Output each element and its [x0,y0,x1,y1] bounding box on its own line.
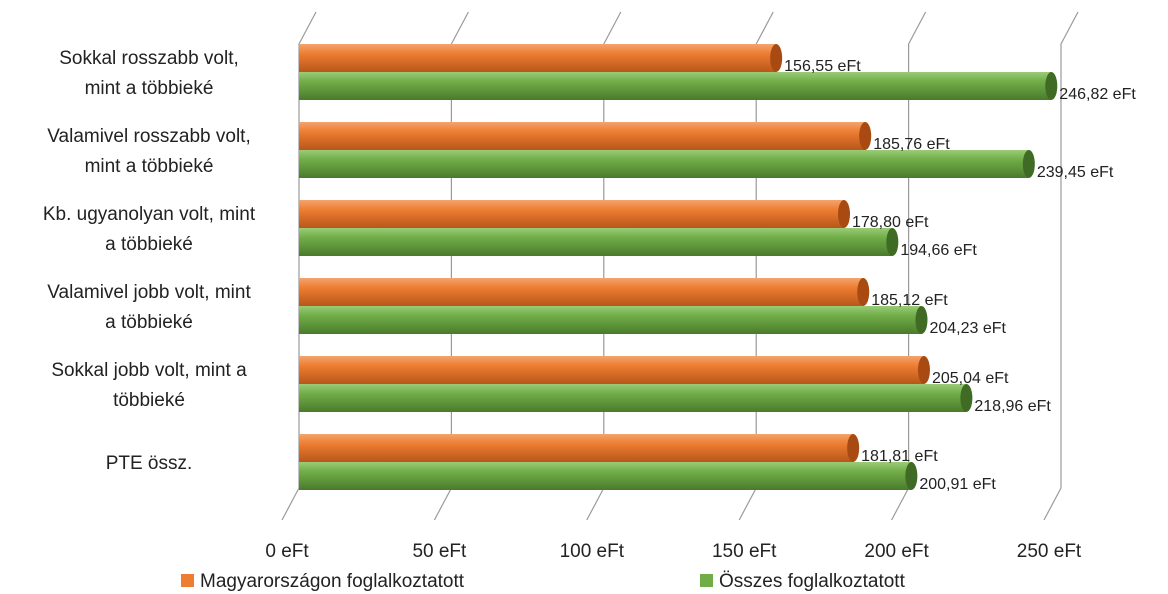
data-label: 181,81 eFt [861,448,938,465]
bar-end-cap [960,384,973,412]
bar-orange [299,44,777,72]
legend-swatch [700,574,713,587]
bar-green [299,150,1029,178]
x-tick-label: 100 eFt [560,541,625,562]
data-label: 194,66 eFt [900,242,977,259]
bar-orange [299,278,864,306]
gridline-floor [586,487,605,521]
x-tick-label: 0 eFt [265,541,309,562]
legend: Magyarországon foglalkoztatott Összes fog… [181,571,906,592]
category-label: többieké [113,390,185,411]
gridline [1060,11,1079,488]
bar-orange [299,122,866,150]
bar-green [299,306,922,334]
data-label: 246,82 eFt [1059,86,1136,103]
bar-end-cap [886,228,899,256]
data-label: 218,96 eFt [974,398,1051,415]
category-label: PTE össz. [106,453,193,474]
x-tick-label: 50 eFt [412,541,467,562]
bar-orange [299,200,844,228]
data-label: 239,45 eFt [1037,164,1114,181]
category-label: Valamivel jobb volt, mint [47,282,251,303]
bar-end-cap [905,462,918,490]
gridline-floor [1043,487,1062,521]
gridline-floor [281,487,300,521]
bar-green [299,462,912,490]
data-label: 200,91 eFt [919,476,996,493]
category-label: Sokkal jobb volt, mint a [51,360,247,381]
bar-green [299,228,893,256]
data-label: 185,76 eFt [873,136,950,153]
bar-end-cap [915,306,928,334]
data-label: 185,12 eFt [871,292,948,309]
bar-end-cap [917,356,930,384]
value-labels: 156,55 eFt 246,82 eFt 185,76 eFt 239,45 eFt… [784,58,1136,493]
x-tick-label: 200 eFt [864,541,929,562]
legend-label: Összes foglalkoztatott [719,571,906,592]
x-tick-label: 150 eFt [712,541,777,562]
bar-end-cap [847,434,860,462]
bars [299,44,1058,490]
category-label: mint a többieké [85,78,214,99]
legend-swatch [181,574,194,587]
bar-end-cap [859,122,872,150]
x-axis-tick-labels: 0 eFt 50 eFt 100 eFt 150 eFt 200 eFt 250 eFt [265,541,1082,562]
bar-end-cap [770,44,783,72]
bar-end-cap [1022,150,1035,178]
data-label: 156,55 eFt [784,58,861,75]
category-label: Valamivel rosszabb volt, [47,126,250,147]
gridline-floor [738,487,757,521]
bar-end-cap [837,200,850,228]
bar-green [299,384,967,412]
data-label: 178,80 eFt [852,214,929,231]
category-labels: Sokkal rosszabb volt, mint a többieké Vala… [43,48,256,474]
bar-orange [299,434,854,462]
gridline [908,11,927,488]
bar-orange [299,356,924,384]
bar-end-cap [1045,72,1058,100]
legend-label: Magyarországon foglalkoztatott [200,571,465,592]
bar-green [299,72,1052,100]
category-label: Sokkal rosszabb volt, [59,48,239,69]
x-tick-label: 250 eFt [1017,541,1082,562]
category-label: a többieké [105,234,193,255]
category-label: Kb. ugyanolyan volt, mint [43,204,256,225]
category-label: mint a többieké [85,156,214,177]
data-label: 204,23 eFt [929,320,1006,337]
category-label: a többieké [105,312,193,333]
data-label: 205,04 eFt [932,370,1009,387]
gridline-floor [433,487,452,521]
bar-end-cap [857,278,870,306]
gridline-floor [891,487,910,521]
